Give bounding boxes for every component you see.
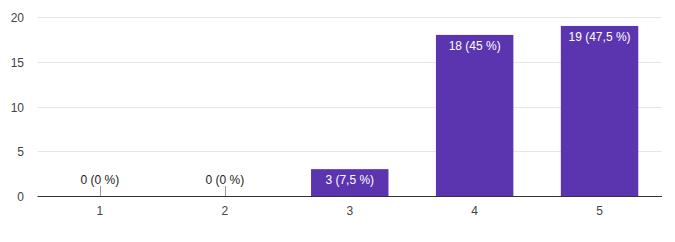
label-leader xyxy=(100,186,101,196)
bar xyxy=(186,196,263,197)
chart: 0 5 10 15 20 1 2 3 4 5 0 (0 %) 0 (0 %) 3 (7,5 %) 18 (… xyxy=(0,0,675,242)
x-tick-label: 5 xyxy=(596,204,603,218)
bar xyxy=(61,196,138,197)
label-leader xyxy=(225,186,226,196)
x-tick-label: 4 xyxy=(471,204,478,218)
y-tick-label: 20 xyxy=(11,11,25,25)
grid-line xyxy=(38,17,663,18)
chart-container: 0 5 10 15 20 1 2 3 4 5 0 (0 %) 0 (0 %) 3 (7,5 %) 18 (… xyxy=(0,0,675,242)
x-axis-line xyxy=(38,196,663,197)
bar xyxy=(311,169,388,196)
y-tick-label: 10 xyxy=(11,101,25,115)
data-label: 18 (45 %) xyxy=(449,39,501,53)
y-tick-label: 0 xyxy=(17,190,24,204)
bar xyxy=(436,35,513,196)
y-tick-label: 5 xyxy=(17,145,24,159)
y-tick-label: 15 xyxy=(11,56,25,70)
data-label: 0 (0 %) xyxy=(206,173,245,187)
bars xyxy=(311,26,638,196)
data-label: 3 (7,5 %) xyxy=(325,173,374,187)
data-label: 19 (47,5 %) xyxy=(569,30,631,44)
data-label: 0 (0 %) xyxy=(81,173,120,187)
x-tick-label: 3 xyxy=(346,204,353,218)
x-tick-label: 1 xyxy=(97,204,104,218)
x-tick-label: 2 xyxy=(222,204,229,218)
bar xyxy=(561,26,638,196)
